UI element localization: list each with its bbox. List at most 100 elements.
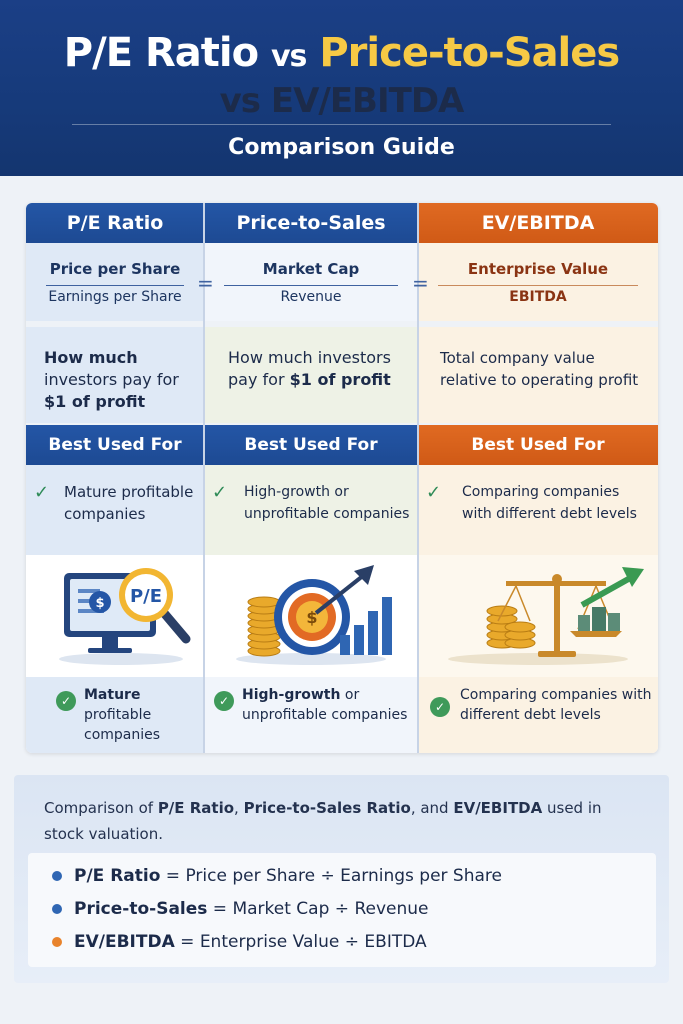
formula-pe: Price per Share Earnings per Share bbox=[26, 243, 204, 321]
best-used-text: Comparing companies with different debt … bbox=[462, 484, 637, 522]
check-circle-icon: ✓ bbox=[430, 697, 450, 717]
best-used-repeat-pe: ✓ Mature profitable companies bbox=[26, 677, 204, 753]
best-bold: High-growth bbox=[242, 687, 341, 703]
description-ps: How much investors pay for $1 of profit bbox=[204, 327, 418, 423]
formula-denominator: EBITDA bbox=[509, 289, 567, 305]
pe-badge: P/E bbox=[130, 586, 162, 607]
best-used-text: High-growth or unprofitable companies bbox=[244, 484, 410, 522]
best-used-repeat-ev: ✓ Comparing companies with different deb… bbox=[418, 677, 658, 753]
formula-op: ÷ bbox=[315, 866, 341, 886]
header-divider bbox=[72, 124, 611, 125]
fraction-line bbox=[438, 285, 638, 286]
row-gap bbox=[418, 423, 658, 425]
desc-plain: How much investors pay for bbox=[228, 348, 391, 389]
desc-prefix: Comparison of bbox=[44, 799, 158, 817]
best-used-ev: ✓ Comparing companies with different deb… bbox=[418, 465, 658, 555]
balance-scale-icon bbox=[448, 567, 644, 665]
formula-ev: Enterprise Value EBITDA bbox=[418, 243, 658, 321]
formula-den: Earnings per Share bbox=[340, 866, 502, 886]
best-used-heading-ev: Best Used For bbox=[418, 425, 658, 465]
formula-denominator: Revenue bbox=[280, 289, 342, 305]
fraction-line bbox=[46, 285, 184, 286]
best-rest: profitable companies bbox=[84, 707, 161, 743]
formula-denominator: Earnings per Share bbox=[48, 289, 182, 305]
formula-eq: = bbox=[160, 866, 186, 886]
monitor-magnifier-icon: $ P/E bbox=[59, 568, 191, 665]
formula-numerator: Market Cap bbox=[262, 260, 360, 278]
row-gap bbox=[204, 321, 418, 327]
desc-bold-end: $1 of profit bbox=[289, 370, 391, 389]
best-used-text: Mature profitable companies bbox=[64, 483, 194, 523]
column-divider bbox=[417, 203, 419, 753]
bullet-dot bbox=[52, 937, 62, 947]
title-ps: Price-to-Sales bbox=[319, 30, 620, 76]
target-growth-icon: $ bbox=[236, 565, 392, 665]
summary-description: Comparison of P/E Ratio, Price-to-Sales … bbox=[44, 795, 639, 847]
equals-sign: = bbox=[197, 271, 214, 295]
best-used-text: Mature profitable companies bbox=[84, 685, 200, 745]
header-banner: P/E Ratio vs Price-to-Sales vs EV/EBITDA… bbox=[0, 0, 683, 176]
formula-name: Price-to-Sales bbox=[74, 899, 208, 919]
description-ev: Total company value relative to operatin… bbox=[418, 327, 658, 423]
formula-name: EV/EBITDA bbox=[74, 932, 175, 952]
formula-num: Market Cap bbox=[232, 899, 330, 919]
check-icon: ✓ bbox=[34, 482, 50, 503]
row-gap bbox=[204, 423, 418, 425]
description-pe: How much investors pay for $1 of profit bbox=[26, 327, 204, 423]
check-circle-icon: ✓ bbox=[56, 691, 76, 711]
dollar-sign: $ bbox=[306, 608, 317, 627]
row-gap bbox=[26, 423, 204, 425]
bullet-dot bbox=[52, 904, 62, 914]
best-used-heading-pe: Best Used For bbox=[26, 425, 204, 465]
best-used-text: High-growth or unprofitable companies bbox=[242, 685, 414, 725]
equals-sign: = bbox=[412, 271, 429, 295]
column-ps: Price-to-Sales Market Cap Revenue How mu… bbox=[204, 203, 418, 753]
desc-ev: EV/EBITDA bbox=[453, 799, 543, 817]
best-used-pe: ✓ Mature profitable companies bbox=[26, 465, 204, 555]
title-ev: EV/EBITDA bbox=[270, 81, 464, 121]
formula-row-ps: Price-to-Sales = Market Cap ÷ Revenue bbox=[52, 894, 428, 924]
best-used-repeat-ps: ✓ High-growth or unprofitable companies bbox=[204, 677, 418, 753]
description-text: How much investors pay for $1 of profit bbox=[228, 347, 410, 391]
page-subtitle: Comparison Guide bbox=[228, 135, 455, 160]
title-pe: P/E Ratio bbox=[63, 30, 259, 76]
title-vs-2: vs bbox=[219, 81, 261, 121]
check-icon: ✓ bbox=[212, 482, 228, 503]
formula-num: Price per Share bbox=[185, 866, 316, 886]
desc-sep: , and bbox=[410, 799, 454, 817]
desc-suffix: used in stock valuation. bbox=[44, 799, 602, 843]
summary-panel: Comparison of P/E Ratio, Price-to-Sales … bbox=[14, 775, 669, 983]
desc-middle: investors pay for bbox=[44, 370, 179, 389]
column-ev: EV/EBITDA Enterprise Value EBITDA Total … bbox=[418, 203, 658, 753]
row-gap bbox=[418, 321, 658, 327]
best-bold: Mature bbox=[84, 687, 141, 703]
column-pe: P/E Ratio Price per Share Earnings per S… bbox=[26, 203, 204, 753]
column-header-ev: EV/EBITDA bbox=[418, 203, 658, 243]
dollar-sign: $ bbox=[95, 596, 104, 611]
check-icon: ✓ bbox=[426, 482, 442, 503]
best-used-ps: ✓ High-growth or unprofitable companies bbox=[204, 465, 418, 555]
formula-numerator: Price per Share bbox=[49, 260, 181, 278]
desc-pe: P/E Ratio bbox=[157, 799, 235, 817]
description-text: How much investors pay for $1 of profit bbox=[44, 347, 196, 413]
column-divider bbox=[203, 203, 205, 753]
bullet-dot bbox=[52, 871, 62, 881]
formula-ps: Market Cap Revenue bbox=[204, 243, 418, 321]
row-gap bbox=[26, 321, 204, 327]
check-circle-icon: ✓ bbox=[214, 691, 234, 711]
column-header-ps: Price-to-Sales bbox=[204, 203, 418, 243]
formula-eq: = bbox=[174, 932, 200, 952]
column-header-pe: P/E Ratio bbox=[26, 203, 204, 243]
illustration-ps: $ bbox=[204, 555, 418, 677]
comparison-table: P/E Ratio Price per Share Earnings per S… bbox=[26, 203, 658, 753]
fraction-line bbox=[224, 285, 398, 286]
page-title: P/E Ratio vs Price-to-Sales bbox=[0, 30, 683, 80]
desc-bold-end: $1 of profit bbox=[44, 392, 146, 411]
formula-den: Revenue bbox=[354, 899, 429, 919]
formula-num: Enterprise Value bbox=[199, 932, 340, 952]
formula-op: ÷ bbox=[339, 932, 365, 952]
best-used-heading-ps: Best Used For bbox=[204, 425, 418, 465]
desc-ps: Price-to-Sales Ratio bbox=[243, 799, 411, 817]
formula-den: EBITDA bbox=[364, 932, 427, 952]
formula-numerator: Enterprise Value bbox=[467, 260, 609, 278]
